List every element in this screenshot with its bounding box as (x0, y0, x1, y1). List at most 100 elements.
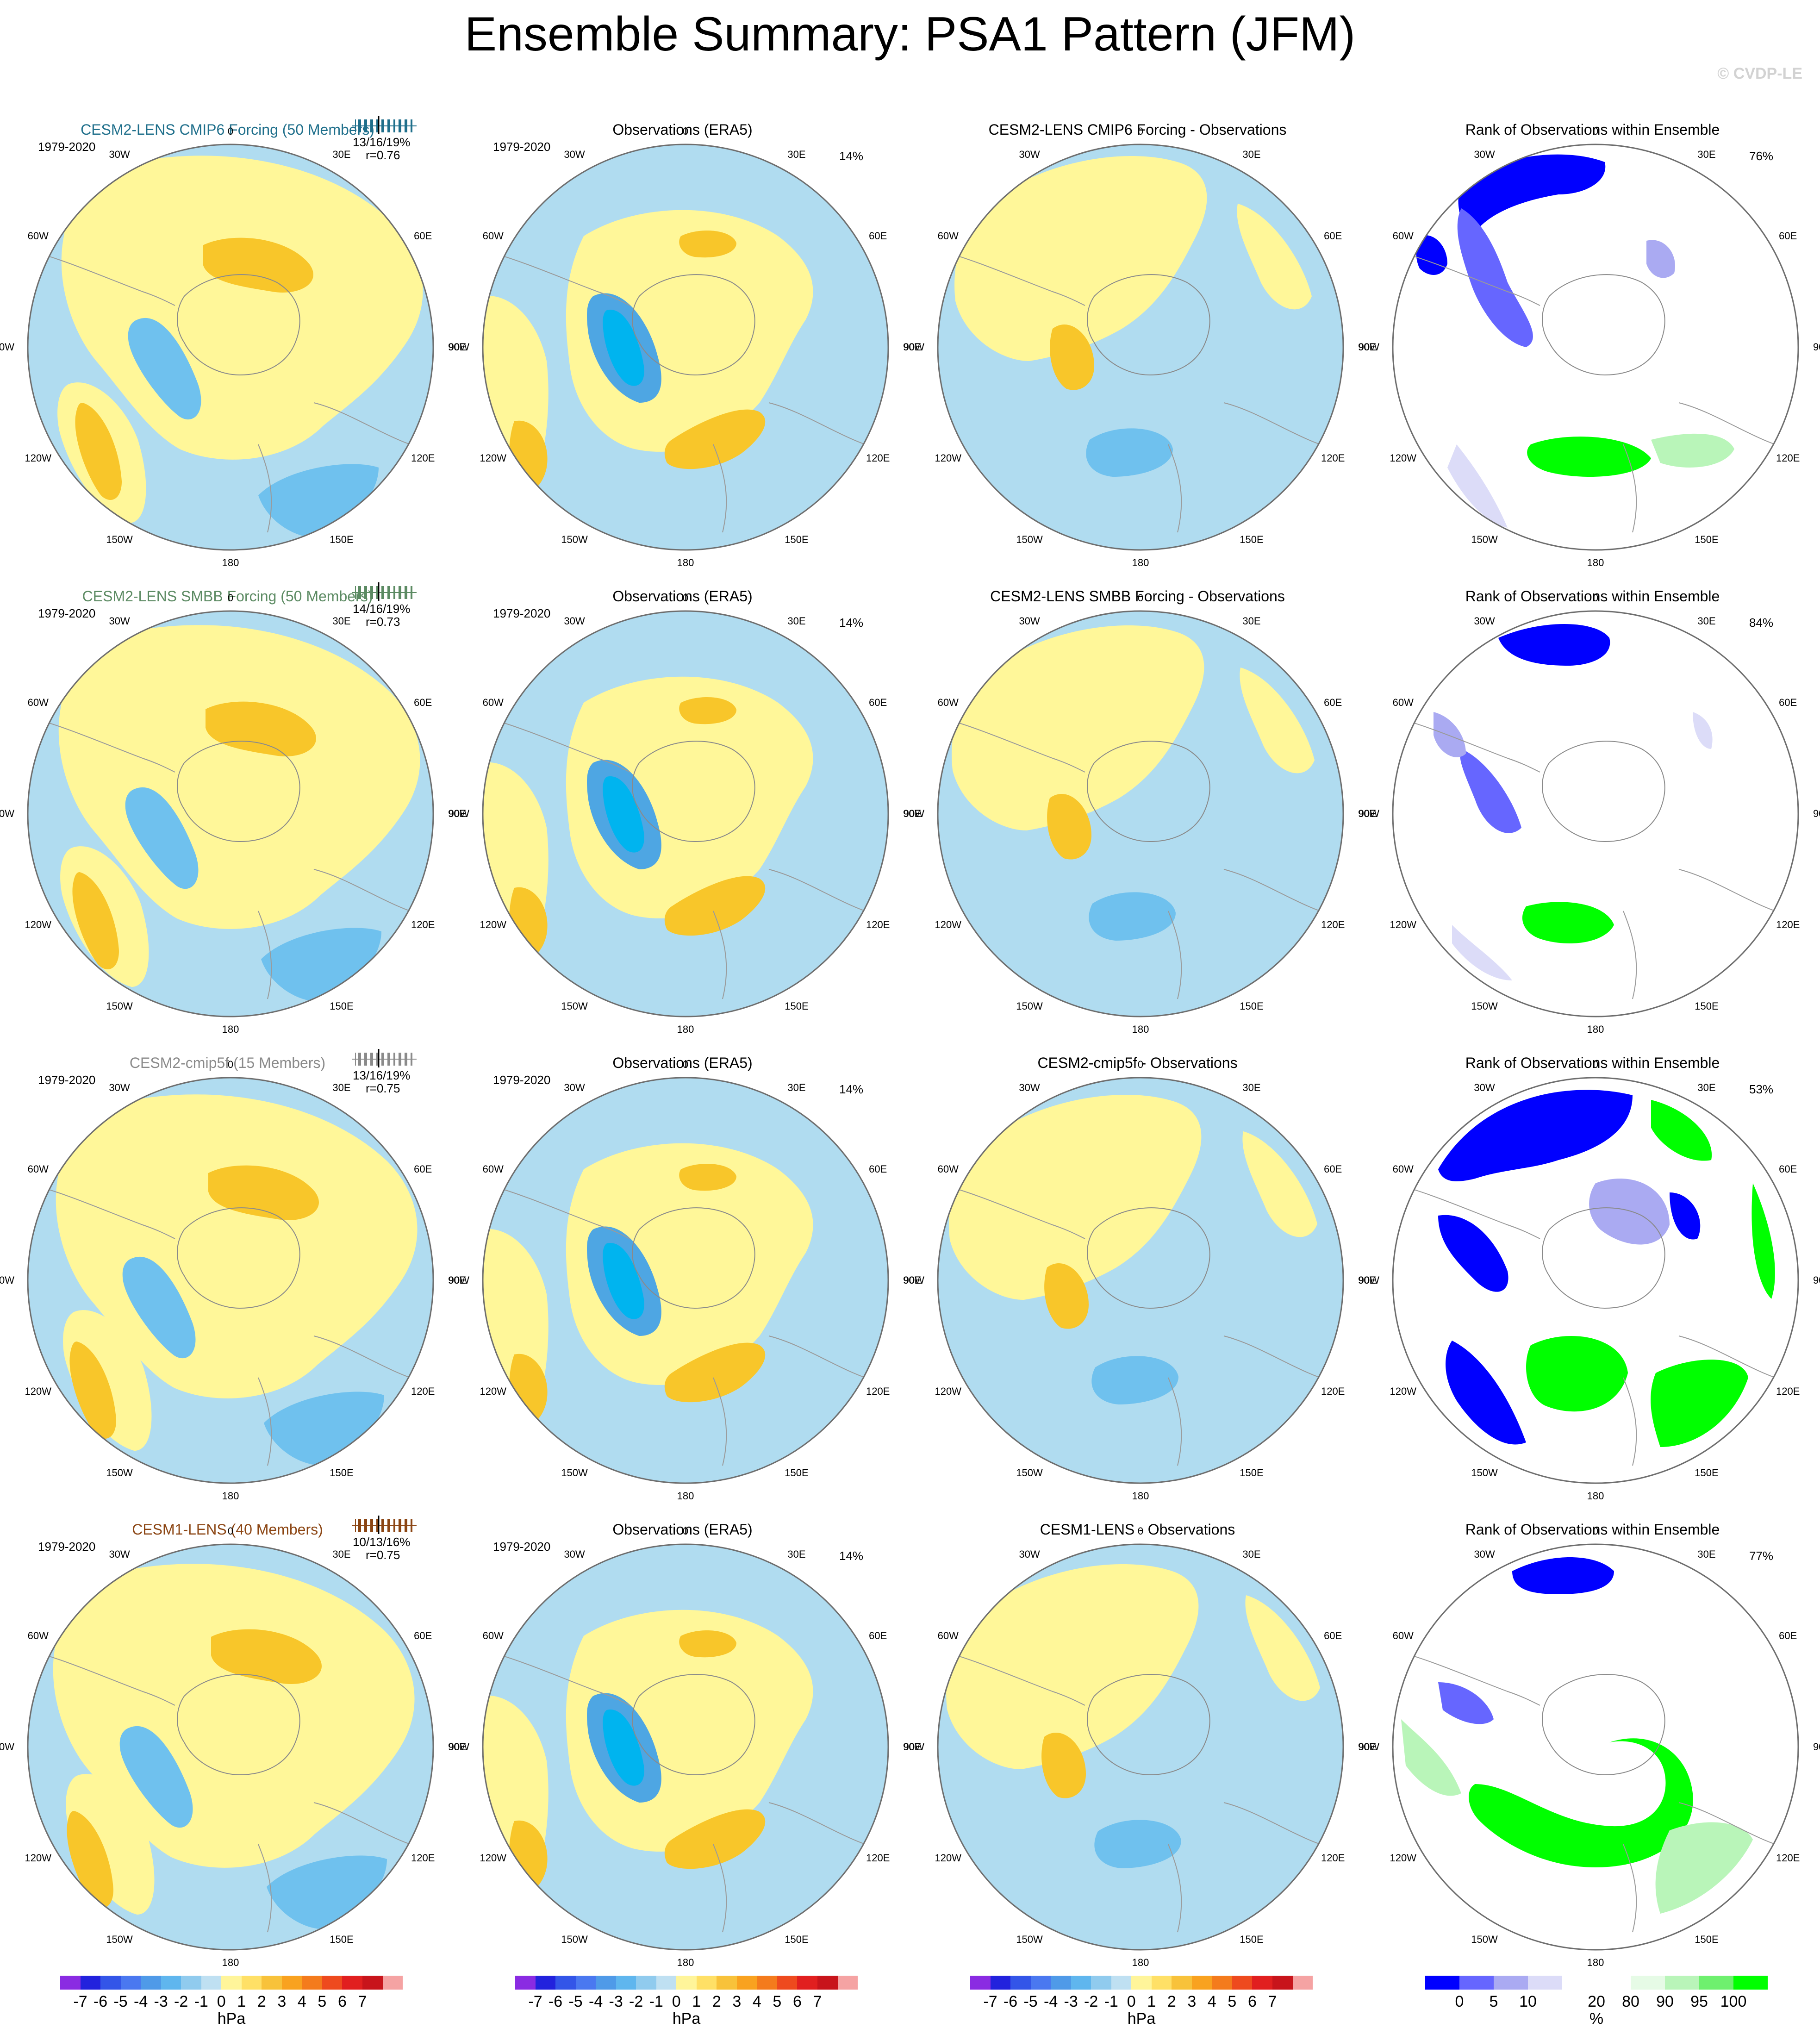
longitude-label: 30E (1242, 1082, 1261, 1094)
longitude-label: 150E (1695, 1933, 1719, 1945)
south-america-coastline (28, 716, 175, 773)
colorbar-tick-label: 0 (1455, 1993, 1464, 2010)
years-label: 1979-2020 (493, 140, 551, 154)
colorbar-tick-label: 5 (773, 1993, 782, 2010)
longitude-label: 90E (448, 1741, 467, 1753)
variance-percent: 14% (839, 149, 864, 163)
antarctica-coastline (1087, 1207, 1210, 1309)
colorbar-swatch (120, 1976, 141, 1990)
sea-level-pressure-contour (119, 1726, 193, 1828)
colorbar-hpa (60, 1976, 403, 1990)
colorbar-tick-label: 80 (1622, 1993, 1639, 2010)
longitude-label: 90W (1358, 1274, 1380, 1286)
new-zealand-coastline (713, 911, 727, 999)
colorbar-unit: hPa (1127, 2010, 1156, 2028)
colorbar-swatch (141, 1976, 161, 1990)
map-border (482, 1543, 889, 1951)
rank-patch (1438, 1215, 1508, 1292)
colorbar-unit: % (1589, 2010, 1604, 2028)
longitude-label: 120E (1321, 452, 1345, 464)
colorbar-tick-label: -2 (1084, 1993, 1098, 2010)
longitude-label: 0 (1592, 592, 1599, 604)
longitude-label: 30W (1474, 149, 1495, 161)
colorbar-swatch (575, 1976, 596, 1990)
polar-map-diff (937, 1077, 1344, 1484)
longitude-label: 150W (561, 1933, 588, 1945)
colorbar-tick-label: 5 (1489, 1993, 1498, 2010)
longitude-label: 150W (1016, 1933, 1043, 1945)
longitude-label: 30W (109, 1548, 130, 1560)
antarctica-coastline (1087, 274, 1210, 376)
longitude-label: 150E (785, 533, 809, 545)
rank-patch (1670, 1192, 1701, 1240)
longitude-label: 30W (564, 1082, 585, 1094)
longitude-label: 30E (1697, 149, 1716, 161)
colorbar-swatch (1010, 1976, 1031, 1990)
sea-level-pressure-contour (206, 701, 316, 756)
sea-level-pressure-contour (664, 876, 766, 936)
longitude-label: 120W (25, 1852, 52, 1864)
sea-level-pressure-contour (1044, 1263, 1089, 1329)
colorbar-hpa (970, 1976, 1313, 1990)
longitude-label: 30W (1019, 1082, 1040, 1094)
longitude-label: 30E (332, 615, 351, 627)
panel-title: Rank of Observations within Ensemble (1465, 588, 1720, 605)
longitude-label: 150E (1695, 1000, 1719, 1012)
variance-percent: 14% (839, 616, 864, 630)
ensemble-spread-ticks (352, 1516, 417, 1534)
longitude-label: 30W (1474, 615, 1495, 627)
longitude-label: 180 (1587, 1956, 1604, 1968)
longitude-label: 60W (937, 697, 959, 708)
longitude-label: 30E (1697, 615, 1716, 627)
longitude-label: 120W (1390, 1385, 1417, 1397)
map-border (27, 610, 434, 1017)
map-panel-obs: Observations (ERA5) 1979-2020 14% 0 30E 60E 90… (449, 1026, 921, 1501)
antarctica-coastline (177, 741, 300, 842)
sea-level-pressure-contour (603, 776, 644, 853)
colorbar-tick-label: -3 (154, 1993, 168, 2010)
longitude-label: 150E (1695, 533, 1719, 545)
south-america-coastline (1393, 250, 1540, 306)
sea-level-pressure-contour (679, 1164, 736, 1191)
colorbar-swatch (777, 1976, 798, 1990)
colorbar-swatch (60, 1976, 81, 1990)
pattern-correlation: r=0.73 (366, 615, 400, 629)
colorbar-swatch (382, 1976, 403, 1990)
longitude-label: 60W (1392, 230, 1414, 242)
sea-level-pressure-contour (1094, 1820, 1181, 1868)
longitude-label: 150W (561, 1000, 588, 1012)
sea-level-pressure-contour (952, 625, 1204, 830)
rank-patch (1457, 208, 1533, 347)
years-label: 1979-2020 (38, 1540, 96, 1554)
longitude-label: 90W (903, 1741, 925, 1753)
colorbar-swatch (1232, 1976, 1253, 1990)
longitude-label: 90E (1358, 341, 1377, 353)
map-panel-obs: Observations (ERA5) 1979-2020 14% 0 30E 60E 90… (449, 93, 921, 568)
colorbar-swatch (1494, 1976, 1528, 1990)
sea-level-pressure-contour (679, 697, 736, 724)
sea-level-pressure-contour (1237, 204, 1312, 310)
sea-level-pressure-contour (1050, 324, 1094, 390)
new-zealand-coastline (713, 1844, 727, 1933)
panel-title: CESM2-LENS SMBB Forcing (50 Members) (82, 588, 373, 605)
colorbar-tick-label: -6 (1003, 1993, 1018, 2010)
antarctica-coastline (632, 741, 755, 842)
rank-patch (1447, 444, 1508, 528)
map-panel-rank: Rank of Observations within Ensemble 77% 0… (1359, 1492, 1820, 1968)
map-panel-diff: CESM2-cmip5f - Observations 0 30E 60E 90E 120… (904, 1026, 1376, 1501)
longitude-label: 120E (411, 452, 435, 464)
new-zealand-coastline (258, 444, 272, 533)
colorbar-swatch (302, 1976, 322, 1990)
colorbar-swatch (1131, 1976, 1152, 1990)
rank-patch (1522, 902, 1614, 943)
panel-title: Observations (ERA5) (612, 588, 753, 605)
longitude-label: 60E (1324, 1163, 1342, 1175)
variance-percent: 77% (1749, 1549, 1774, 1563)
colorbar-tick-label: 10 (1519, 1993, 1537, 2010)
longitude-label: 0 (227, 1525, 234, 1537)
longitude-label: 90E (1813, 808, 1820, 819)
longitude-label: 60W (482, 230, 504, 242)
panel-title: Rank of Observations within Ensemble (1465, 1521, 1720, 1538)
longitude-label: 0 (1592, 125, 1599, 137)
polar-map-diff (937, 610, 1344, 1017)
